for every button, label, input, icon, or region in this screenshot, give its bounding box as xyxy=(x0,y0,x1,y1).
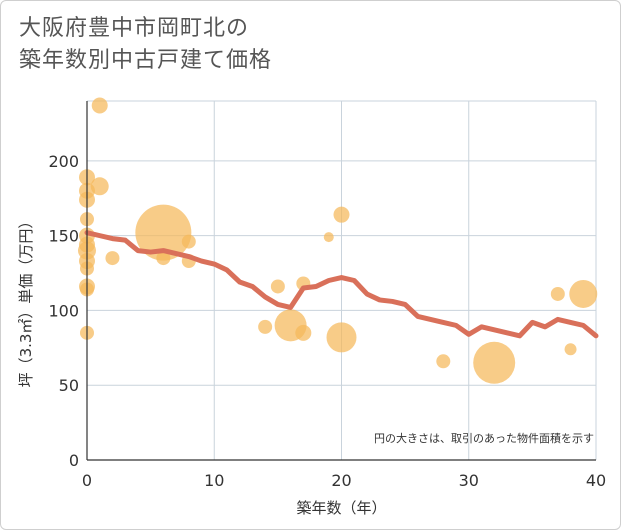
x-tick-label: 20 xyxy=(331,471,351,490)
y-tick-label: 50 xyxy=(59,376,79,395)
y-tick-label: 0 xyxy=(69,451,79,470)
bubble-point xyxy=(564,343,577,356)
y-tick-label: 200 xyxy=(48,152,79,171)
bubble-point xyxy=(135,204,192,261)
axes xyxy=(86,101,596,461)
bubble-point xyxy=(326,322,357,353)
tick-labels: 0 10 20 30 40 0 50 100 150 200 xyxy=(48,152,606,490)
chart-title-line2: 築年数別中古戸建て価格 xyxy=(19,48,273,73)
y-axis-label: 坪（3.3㎡）単価（万円） xyxy=(17,214,35,388)
bubble-point xyxy=(90,177,109,196)
bubble-point xyxy=(436,354,451,369)
bubble-point xyxy=(323,232,334,243)
bubble-point xyxy=(156,251,171,266)
y-tick-label: 150 xyxy=(48,227,79,246)
chart-title: 大阪府豊中市岡町北の 築年数別中古戸建て価格 xyxy=(19,13,272,77)
trend-line xyxy=(84,230,599,339)
bubble-point xyxy=(473,341,516,384)
x-tick-label: 0 xyxy=(82,471,92,490)
x-tick-label: 30 xyxy=(459,471,479,490)
bubble-point xyxy=(270,279,285,294)
bubble-point xyxy=(569,279,598,308)
chart-note: 円の大きさは、取引のあった物件面積を示す xyxy=(374,431,594,445)
x-tick-label: 10 xyxy=(204,471,224,490)
bubble-point xyxy=(181,234,196,249)
y-tick-label: 100 xyxy=(48,301,79,320)
bubble-point xyxy=(333,206,350,223)
grid-lines xyxy=(86,100,597,461)
x-axis-label: 築年数（年） xyxy=(296,499,386,517)
bubble-point xyxy=(550,286,565,301)
bubble-point xyxy=(105,251,120,266)
bubble-point xyxy=(91,97,108,114)
chart-title-line1: 大阪府豊中市岡町北の xyxy=(19,16,250,41)
x-tick-label: 40 xyxy=(586,471,606,490)
bubble-series xyxy=(78,97,598,384)
bubble-point xyxy=(258,319,273,334)
bubble-point xyxy=(295,324,312,341)
trend-line-group xyxy=(84,230,599,339)
